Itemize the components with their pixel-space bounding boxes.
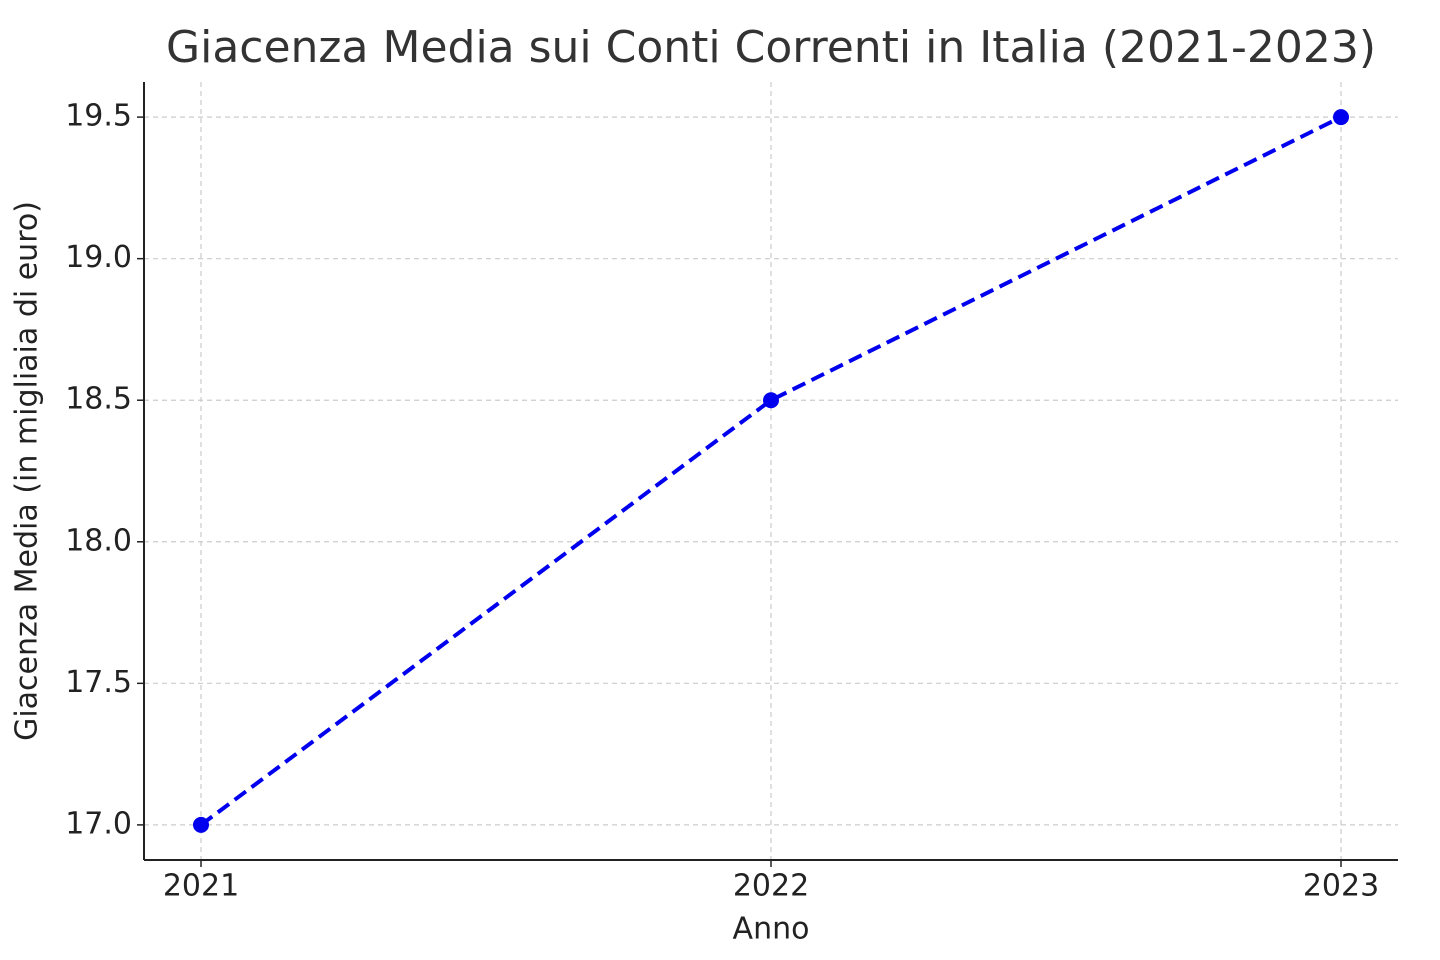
y-tick-label: 19.0: [65, 240, 132, 275]
x-tick-label: 2021: [163, 869, 239, 904]
y-axis-label: Giacenza Media (in migliaia di euro): [10, 201, 45, 741]
y-tick-label: 18.5: [65, 382, 132, 417]
x-axis-label: Anno: [733, 912, 810, 947]
point: [763, 392, 779, 409]
x-tick-label: 2023: [1303, 869, 1379, 904]
y-tick-label: 17.5: [65, 665, 132, 700]
point: [1333, 109, 1349, 126]
series-line: [199, 115, 1342, 827]
point: [193, 816, 209, 833]
chart-title: Giacenza Media sui Conti Correnti in Ita…: [166, 22, 1376, 73]
y-tick-label: 18.0: [65, 523, 132, 558]
y-tick-label: 19.5: [65, 99, 132, 134]
y-tick-label: 17.0: [65, 806, 132, 841]
x-tick-label: 2022: [733, 869, 809, 904]
